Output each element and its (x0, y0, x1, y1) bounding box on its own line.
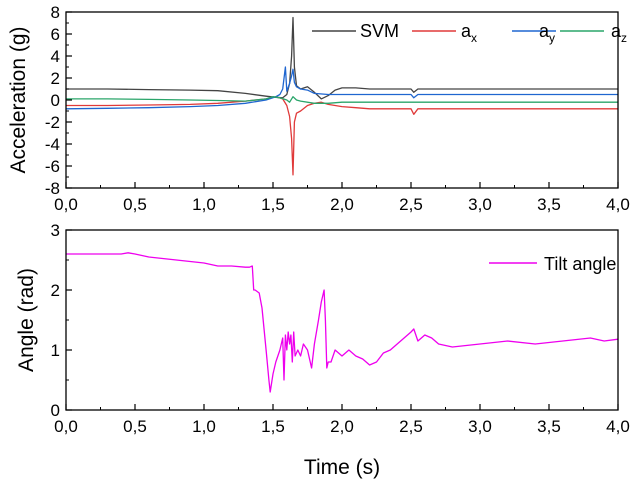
y-tick-label: 3 (51, 221, 60, 240)
x-tick-label: 2,5 (399, 195, 423, 214)
x-tick-label: 0,5 (123, 417, 147, 436)
legend-label-main: a (461, 21, 472, 41)
x-tick-label: 1,0 (192, 195, 216, 214)
x-tick-label: 2,0 (330, 195, 354, 214)
y-tick-label: 0 (51, 401, 60, 420)
legend-label-subscript: x (471, 31, 477, 45)
x-tick-label: 0,0 (54, 195, 78, 214)
tilt-plot-area (66, 252, 619, 393)
series-line-tilt-angle (66, 252, 619, 393)
x-tick-label: 3,0 (468, 417, 492, 436)
y-tick-label: -6 (45, 157, 60, 176)
x-tick-label: 4,0 (606, 417, 630, 436)
acceleration-panel: 0,0 0,5 1,0 1,5 2,0 2,5 3,0 3,5 4,0 -8 -6 -4 -2 0 2 4 6 8… (7, 3, 630, 214)
legend-label-main: a (539, 21, 550, 41)
x-tick-label: 3,5 (537, 417, 561, 436)
x-tick-label: 3,5 (537, 195, 561, 214)
x-tick-label: 0,5 (123, 195, 147, 214)
x-tick-label: 1,5 (261, 195, 285, 214)
y-tick-label: 0 (51, 91, 60, 110)
y-tick-label: 4 (51, 47, 60, 66)
acceleration-legend: SVM ax ay az (312, 21, 627, 45)
y-tick-label: 2 (51, 281, 60, 300)
tilt-legend: Tilt angle (489, 254, 616, 274)
tilt-y-axis-label: Angle (rad) (15, 268, 38, 372)
legend-label-main: SVM (360, 21, 399, 41)
series-line-a-y (65, 66, 618, 110)
series-line-a-x (66, 96, 618, 176)
y-tick-label: 6 (51, 25, 60, 44)
x-tick-label: 1,5 (261, 417, 285, 436)
acceleration-y-axis-label: Acceleration (g) (7, 26, 30, 173)
x-tick-label: 4,0 (606, 195, 630, 214)
legend-label-subscript: y (549, 31, 555, 45)
tilt-panel: 0,0 0,5 1,0 1,5 2,0 2,5 3,0 3,5 4,0 0 1 2 3 Angle (r… (15, 221, 630, 479)
y-tick-label: -8 (45, 179, 60, 198)
legend-label-main: a (611, 21, 622, 41)
legend-label-tilt: Tilt angle (544, 254, 616, 274)
y-tick-label: -4 (45, 135, 60, 154)
x-tick-label: 2,0 (330, 417, 354, 436)
acceleration-ticks: 0,0 0,5 1,0 1,5 2,0 2,5 3,0 3,5 4,0 -8 -6 -4 -2 0 2 4 6 8 (45, 3, 630, 214)
legend-label-subscript: z (621, 31, 627, 45)
legend-label-1: ax (461, 21, 477, 45)
y-tick-label: -2 (45, 113, 60, 132)
acceleration-plot-area (65, 16, 618, 176)
time-x-axis-label: Time (s) (304, 456, 380, 479)
x-tick-label: 1,0 (192, 417, 216, 436)
y-tick-label: 2 (51, 69, 60, 88)
x-tick-label: 0,0 (54, 417, 78, 436)
x-tick-label: 2,5 (399, 417, 423, 436)
y-tick-label: 8 (51, 3, 60, 22)
legend-label-3: az (611, 21, 627, 45)
tilt-ticks: 0,0 0,5 1,0 1,5 2,0 2,5 3,0 3,5 4,0 0 1 2 3 (51, 221, 630, 436)
series-line-svm (66, 16, 618, 100)
x-tick-label: 3,0 (468, 195, 492, 214)
legend-label-2: ay (539, 21, 555, 45)
legend-label-0: SVM (360, 21, 399, 41)
y-tick-label: 1 (51, 341, 60, 360)
series-line-a-z (66, 96, 618, 104)
